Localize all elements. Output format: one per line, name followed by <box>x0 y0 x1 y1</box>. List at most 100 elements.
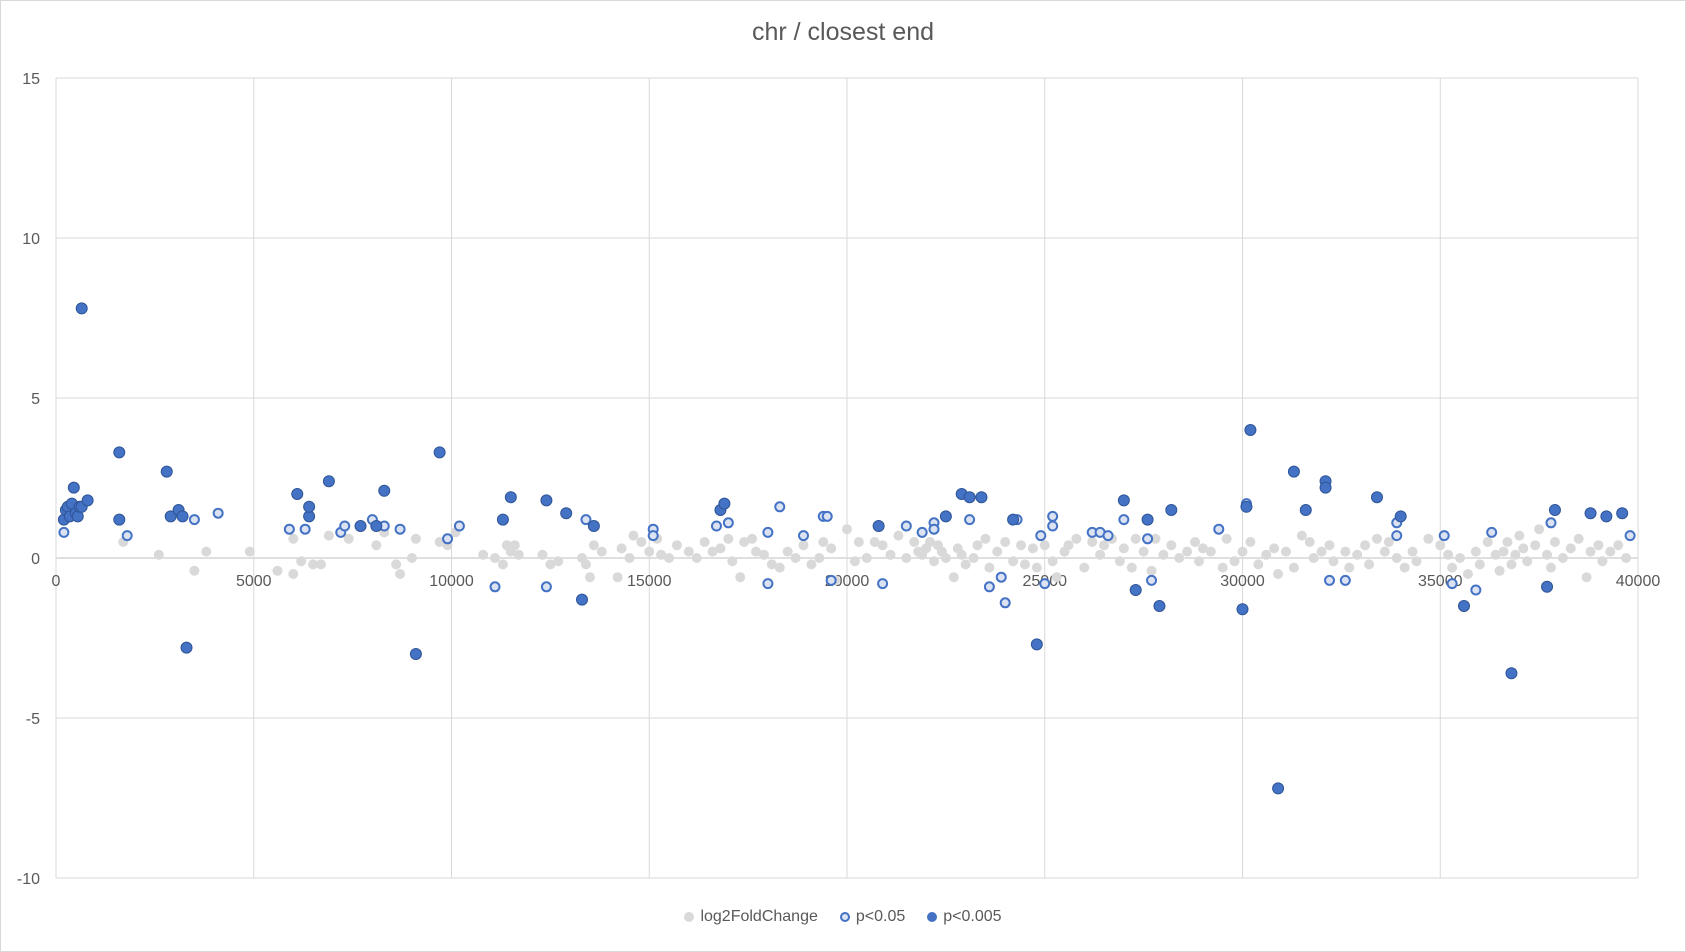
data-point <box>1506 559 1517 570</box>
data-point <box>1565 543 1576 554</box>
data-point <box>1027 543 1038 554</box>
data-point <box>636 537 647 547</box>
data-point <box>992 546 1003 557</box>
data-point <box>1407 546 1418 557</box>
data-point <box>1000 537 1011 547</box>
data-point <box>715 543 726 554</box>
data-point <box>656 549 667 560</box>
data-point <box>616 543 627 554</box>
data-point <box>121 530 133 542</box>
data-point <box>160 465 173 478</box>
data-point <box>1383 537 1394 547</box>
data-point <box>391 559 402 570</box>
data-point <box>1039 578 1051 590</box>
data-point <box>647 530 659 542</box>
data-point <box>1205 546 1216 557</box>
data-point <box>291 488 304 500</box>
data-point <box>818 537 829 547</box>
x-tick-label: 5000 <box>236 573 272 590</box>
data-point <box>406 553 417 563</box>
data-point <box>683 546 694 557</box>
data-point <box>322 475 335 488</box>
data-point <box>671 540 682 551</box>
legend-label: log2FoldChange <box>700 908 818 925</box>
data-point <box>1130 533 1141 544</box>
data-point <box>153 549 164 560</box>
data-point <box>587 520 600 532</box>
data-point <box>968 553 979 563</box>
data-point <box>1308 553 1319 563</box>
data-point <box>1455 553 1466 563</box>
data-point <box>1585 546 1596 557</box>
data-point <box>1221 533 1232 544</box>
data-point <box>1545 517 1557 529</box>
legend-item-log2foldchange: log2FoldChange <box>684 908 818 926</box>
data-point <box>1287 465 1300 478</box>
data-point <box>1253 559 1264 570</box>
data-point <box>782 546 793 557</box>
data-point <box>1102 530 1114 542</box>
data-point <box>1324 574 1336 586</box>
data-point <box>1174 553 1185 563</box>
data-point <box>478 549 489 560</box>
data-point <box>1443 549 1454 560</box>
data-point <box>707 546 718 557</box>
data-point <box>1193 556 1204 567</box>
data-point <box>1229 556 1240 567</box>
data-point <box>699 537 710 547</box>
gridlines <box>55 77 1639 879</box>
data-point <box>308 559 319 570</box>
data-point <box>995 571 1007 583</box>
data-point <box>1411 556 1422 567</box>
data-point <box>75 302 88 315</box>
axis-tick-labels: 151050-5-1005000100001500020000250003000… <box>17 71 1660 888</box>
data-point <box>1621 553 1632 563</box>
data-point <box>1117 494 1130 507</box>
data-point <box>1557 553 1568 563</box>
data-point <box>1597 556 1608 567</box>
data-point <box>1505 667 1518 680</box>
data-point <box>453 520 465 532</box>
x-tick-label: 0 <box>52 573 61 590</box>
legend-item-p005: p<0.05 <box>839 908 905 926</box>
data-point <box>1273 569 1284 579</box>
data-point <box>1288 562 1299 573</box>
data-point <box>1319 481 1332 494</box>
data-point <box>545 559 556 570</box>
x-tick-label: 15000 <box>627 573 672 590</box>
data-point <box>596 546 607 557</box>
data-point <box>1126 562 1137 573</box>
data-point <box>288 569 299 579</box>
data-point <box>1482 537 1493 547</box>
data-point <box>1031 562 1042 573</box>
data-point <box>1435 540 1446 551</box>
data-point <box>1446 578 1458 590</box>
data-point <box>964 514 976 526</box>
data-point <box>490 553 501 563</box>
data-point <box>1548 504 1561 516</box>
data-point <box>1470 584 1482 596</box>
data-point <box>747 533 758 544</box>
data-point <box>1150 533 1161 544</box>
data-point <box>1616 507 1629 520</box>
data-point <box>1237 546 1248 557</box>
data-point <box>790 553 801 563</box>
data-point <box>723 533 734 544</box>
data-point <box>1217 562 1228 573</box>
data-point <box>814 553 825 563</box>
data-point <box>1269 543 1280 554</box>
data-point <box>1498 546 1509 557</box>
data-point <box>1008 556 1019 567</box>
data-point <box>1624 530 1636 542</box>
data-point <box>849 556 860 567</box>
data-point <box>1095 549 1106 560</box>
data-point <box>999 597 1011 609</box>
data-point <box>489 581 501 593</box>
data-point <box>1600 510 1613 523</box>
data-point <box>1494 565 1505 576</box>
data-point <box>212 507 224 519</box>
data-point <box>877 540 888 551</box>
data-point <box>339 520 351 532</box>
x-tick-label: 10000 <box>429 573 474 590</box>
